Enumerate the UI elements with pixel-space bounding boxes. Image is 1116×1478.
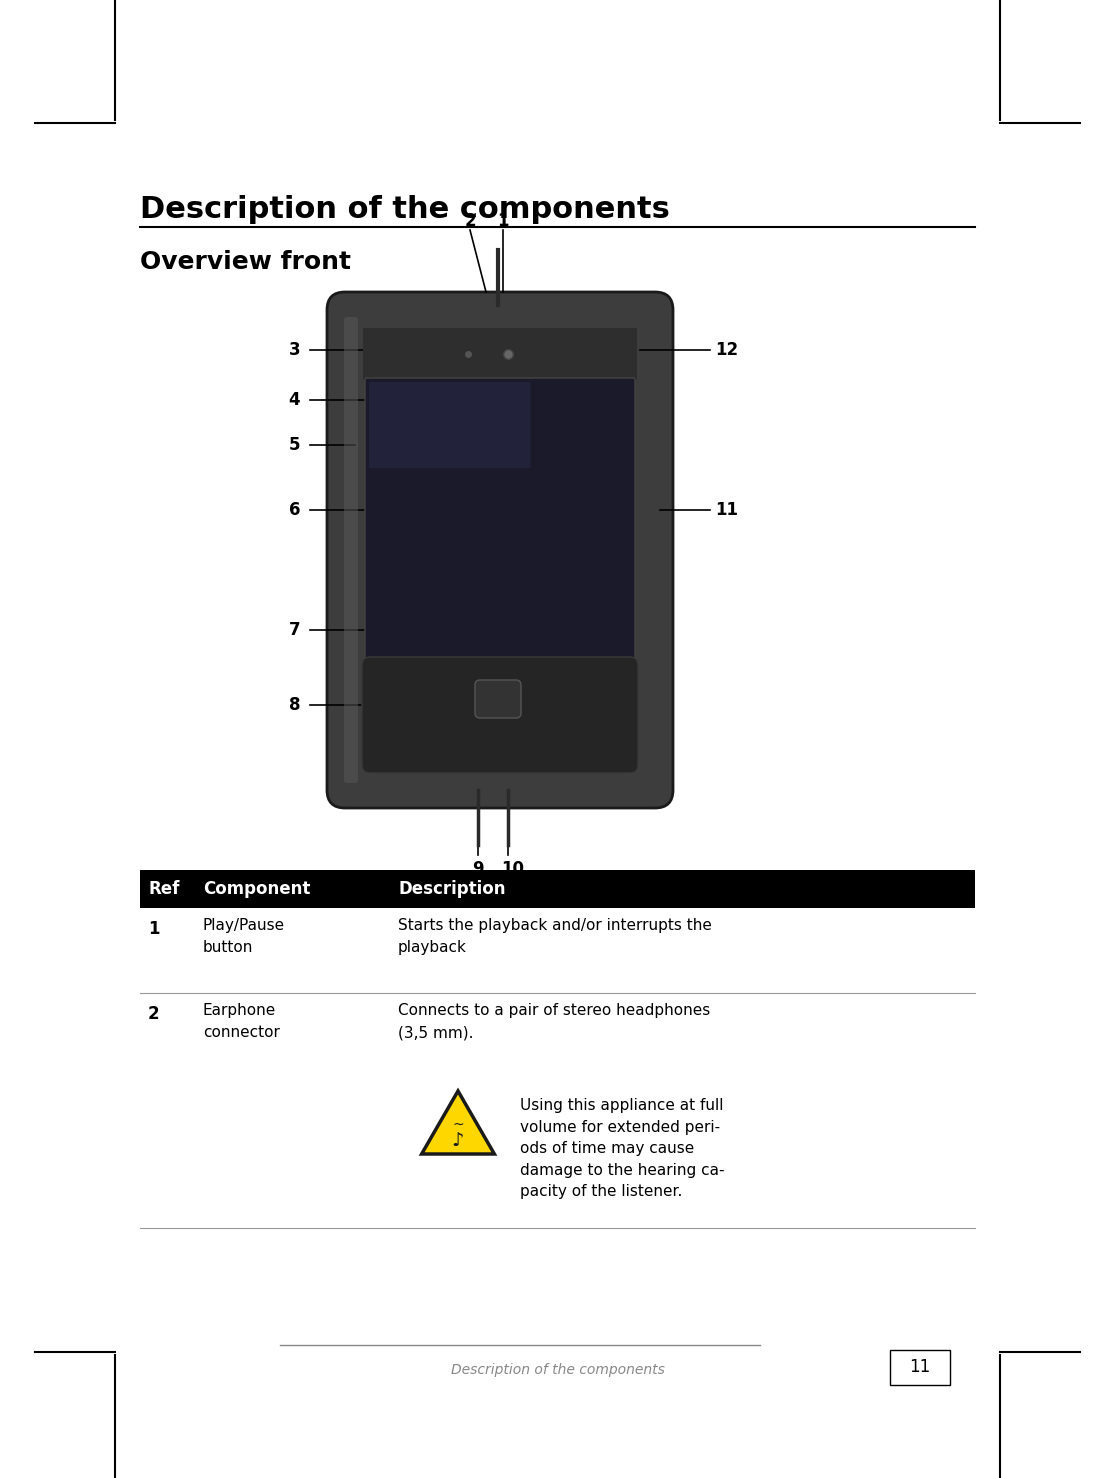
FancyBboxPatch shape (344, 316, 358, 783)
Bar (889, 1349, 950, 1385)
Text: Ref: Ref (148, 879, 180, 899)
Text: Description of the components: Description of the components (140, 195, 670, 225)
Text: 7: 7 (288, 621, 300, 638)
Text: ~: ~ (452, 1117, 464, 1132)
Text: 4: 4 (288, 392, 300, 409)
FancyBboxPatch shape (327, 293, 673, 808)
Text: 2: 2 (148, 1005, 160, 1023)
Text: Using this appliance at full
volume for extended peri-
ods of time may cause
dam: Using this appliance at full volume for … (520, 1098, 724, 1200)
FancyBboxPatch shape (365, 378, 635, 662)
Polygon shape (422, 1091, 494, 1154)
Text: 11: 11 (910, 1358, 931, 1376)
Text: Component: Component (203, 879, 310, 899)
Text: 6: 6 (289, 501, 300, 519)
Text: 1: 1 (148, 919, 160, 939)
Bar (140, 871, 975, 907)
Text: 5: 5 (289, 436, 300, 454)
Text: 3: 3 (288, 341, 300, 359)
Text: 11: 11 (715, 501, 738, 519)
Text: 9: 9 (472, 860, 484, 878)
Text: Description of the components: Description of the components (451, 1363, 665, 1377)
FancyBboxPatch shape (475, 680, 521, 718)
Text: Overview front: Overview front (140, 250, 352, 273)
Text: ♪: ♪ (452, 1132, 464, 1150)
FancyBboxPatch shape (369, 381, 530, 469)
Text: 2: 2 (464, 211, 475, 231)
Text: 1: 1 (498, 211, 509, 231)
FancyBboxPatch shape (362, 658, 638, 773)
Text: Description: Description (398, 879, 506, 899)
Text: Starts the playback and/or interrupts the
playback: Starts the playback and/or interrupts th… (398, 918, 712, 955)
Text: 10: 10 (501, 860, 525, 878)
Text: Earphone
connector: Earphone connector (203, 1004, 280, 1041)
Text: 12: 12 (715, 341, 738, 359)
Text: Play/Pause
button: Play/Pause button (203, 918, 285, 955)
Bar (363, 328, 637, 380)
Text: 8: 8 (289, 696, 300, 714)
Text: Connects to a pair of stereo headphones
(3,5 mm).: Connects to a pair of stereo headphones … (398, 1004, 710, 1041)
